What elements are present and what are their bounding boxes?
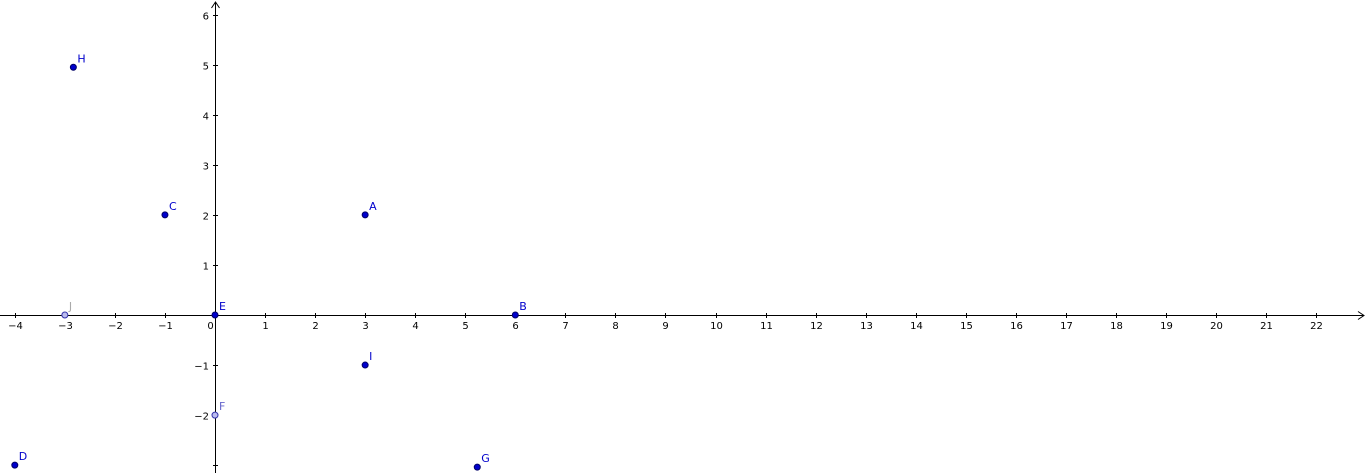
x-tick-label: 11 <box>760 321 773 332</box>
x-tick-label: 19 <box>1160 321 1173 332</box>
x-tick-label: 5 <box>462 321 468 332</box>
point-label: I <box>369 350 372 363</box>
y-tick-label: 2 <box>203 212 209 223</box>
point-label: J <box>68 300 72 313</box>
y-axis-ticks: −2 −1 1 2 3 4 5 6 <box>194 12 218 466</box>
x-tick-label: 8 <box>612 321 618 332</box>
point-j[interactable]: J <box>61 300 72 319</box>
x-tick-label: 14 <box>910 321 923 332</box>
point-marker[interactable] <box>511 311 519 319</box>
y-axis-arrow <box>211 1 220 9</box>
point-c[interactable]: C <box>161 200 177 219</box>
point-marker[interactable] <box>211 411 219 419</box>
point-label: E <box>219 300 226 313</box>
point-g[interactable]: G <box>473 452 490 471</box>
point-label: B <box>519 300 527 313</box>
y-tick-label: 1 <box>203 262 209 273</box>
x-tick-label: 12 <box>810 321 823 332</box>
y-tick-label: 4 <box>203 112 209 123</box>
x-tick-label: 1 <box>262 321 268 332</box>
point-label: A <box>369 200 377 213</box>
point-marker[interactable] <box>361 361 369 369</box>
y-tick-label: −2 <box>194 412 209 423</box>
x-tick-label: −1 <box>158 321 173 332</box>
point-label: D <box>19 450 27 463</box>
x-tick-label: 0 <box>207 321 213 332</box>
x-tick-label: 15 <box>960 321 973 332</box>
x-axis-arrow <box>1357 311 1365 320</box>
point-marker[interactable] <box>11 461 19 469</box>
x-tick-label: 21 <box>1260 321 1273 332</box>
x-axis-ticks: −4 −3 −2 −1 0 1 2 3 4 5 6 7 8 9 10 11 12 13 14 15 16 17 18 19 20… <box>8 313 1323 332</box>
x-tick-label: 13 <box>860 321 873 332</box>
point-label: G <box>481 452 490 465</box>
x-tick-label: 16 <box>1010 321 1023 332</box>
point-label: F <box>219 400 225 413</box>
y-tick-label: 3 <box>203 162 209 173</box>
x-tick-label: 17 <box>1060 321 1073 332</box>
x-tick-label: 4 <box>412 321 418 332</box>
point-b[interactable]: B <box>511 300 527 319</box>
x-tick-label: −4 <box>8 321 23 332</box>
x-tick-label: 20 <box>1210 321 1223 332</box>
point-marker[interactable] <box>211 311 219 319</box>
x-tick-label: 10 <box>710 321 723 332</box>
x-tick-label: 9 <box>662 321 668 332</box>
y-tick-label: 6 <box>203 12 209 23</box>
point-marker[interactable] <box>361 211 369 219</box>
x-tick-label: 22 <box>1310 321 1323 332</box>
point-marker[interactable] <box>69 63 77 71</box>
point-h[interactable]: H <box>69 52 86 71</box>
point-marker[interactable] <box>161 211 169 219</box>
point-d[interactable]: D <box>11 450 27 469</box>
x-tick-label: 3 <box>362 321 368 332</box>
x-tick-label: −2 <box>108 321 123 332</box>
point-e[interactable]: E <box>211 300 226 319</box>
y-tick-label: 5 <box>203 62 209 73</box>
point-f[interactable]: F <box>211 400 225 419</box>
y-tick-label: −1 <box>194 362 209 373</box>
point-label: C <box>169 200 177 213</box>
point-i[interactable]: I <box>361 350 372 369</box>
x-tick-label: 2 <box>312 321 318 332</box>
x-tick-label: −3 <box>58 321 73 332</box>
points-layer[interactable]: A B C D E F G H I J <box>11 52 527 471</box>
point-a[interactable]: A <box>361 200 377 219</box>
point-label: H <box>77 52 85 65</box>
point-marker[interactable] <box>61 311 69 319</box>
x-tick-label: 6 <box>512 321 518 332</box>
x-tick-label: 7 <box>562 321 568 332</box>
point-marker[interactable] <box>473 463 481 471</box>
x-tick-label: 18 <box>1110 321 1123 332</box>
